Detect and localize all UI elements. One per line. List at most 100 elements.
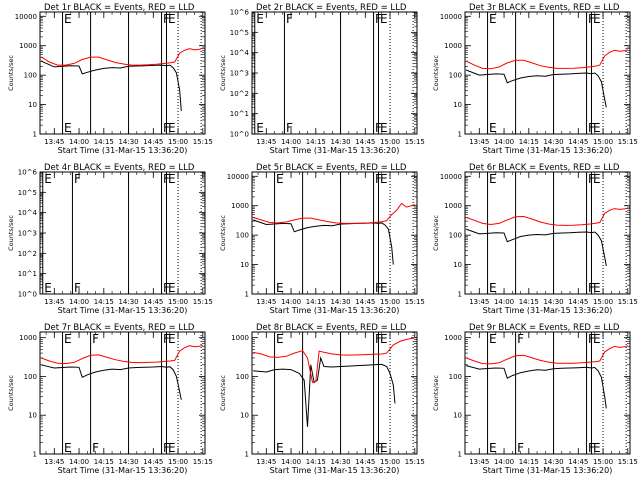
y-axis-label: Counts/sec	[219, 215, 227, 251]
y-axis-label: Counts/sec	[219, 375, 227, 411]
y-tick-label: 1000	[19, 334, 37, 342]
series-events	[465, 228, 607, 266]
x-axis-label: Start Time (31-Mar-15 13:36:20)	[483, 306, 613, 315]
marker-flag-top: E	[380, 172, 388, 186]
x-tick-label: 14:45	[568, 138, 588, 146]
y-axis-label: Counts/sec	[432, 215, 440, 251]
marker-flag-top: E	[64, 332, 72, 346]
series-lld	[40, 47, 203, 66]
y-tick-label: 1000	[444, 202, 462, 210]
x-tick-label: 13:45	[256, 298, 276, 306]
x-axis-label: Start Time (31-Mar-15 13:36:20)	[58, 466, 188, 475]
marker-flag-bottom: E	[44, 281, 52, 295]
detector-panel-5: Det 5r BLACK = Events, RED = LLD 1 10 100 10…	[219, 163, 425, 315]
y-axis-label: Counts/sec	[7, 215, 15, 251]
series-lld	[252, 337, 415, 384]
marker-flag-bottom: E	[489, 281, 497, 295]
marker-flag-top: E	[168, 12, 176, 26]
y-tick-label: 10	[453, 101, 462, 109]
x-axis-label: Start Time (31-Mar-15 13:36:20)	[58, 146, 188, 155]
marker-flag-bottom: E	[276, 281, 284, 295]
series-events	[252, 219, 394, 265]
marker-flag-top: E	[168, 172, 176, 186]
x-tick-label: 15:00	[168, 298, 188, 306]
detector-panel-3: Det 3r BLACK = Events, RED = LLD 1 10 100 10…	[432, 3, 638, 155]
series-lld	[40, 344, 203, 365]
marker-flag-top: E	[593, 12, 601, 26]
marker-flag-top: E	[489, 332, 497, 346]
x-tick-label: 14:45	[355, 138, 375, 146]
marker-flag-top: E	[168, 332, 176, 346]
marker-flag-bottom: E	[256, 121, 264, 135]
x-axis-label: Start Time (31-Mar-15 13:36:20)	[58, 306, 188, 315]
series-lld	[252, 202, 415, 224]
x-tick-label: 15:00	[380, 458, 400, 466]
x-tick-label: 15:00	[380, 138, 400, 146]
x-tick-label: 14:15	[519, 458, 539, 466]
detector-panel-8: Det 8r BLACK = Events, RED = LLD 1 10 100 10…	[219, 323, 425, 475]
x-tick-label: 14:45	[355, 298, 375, 306]
panel-title: Det 6r BLACK = Events, RED = LLD	[469, 163, 620, 173]
y-tick-label: 1	[33, 451, 37, 459]
series-events	[465, 365, 607, 409]
y-tick-label: 1	[458, 451, 462, 459]
y-tick-label: 1000	[19, 42, 37, 50]
y-tick-label: 10^2	[18, 250, 37, 258]
detector-panel-6: Det 6r BLACK = Events, RED = LLD 1 10 100 10…	[432, 163, 638, 315]
marker-flag-top: E	[276, 332, 284, 346]
plot-frame	[251, 11, 418, 135]
x-tick-label: 14:30	[543, 138, 563, 146]
y-tick-label: 10^6	[230, 9, 250, 17]
marker-flag-bottom: E	[380, 441, 388, 455]
x-tick-label: 13:45	[469, 298, 489, 306]
series-events	[465, 69, 607, 108]
y-tick-label: 100	[24, 72, 37, 80]
series-events	[40, 60, 182, 112]
y-tick-label: 100	[236, 232, 249, 240]
marker-flag-top: F	[517, 332, 524, 346]
x-tick-label: 13:45	[44, 458, 64, 466]
y-tick-label: 10^0	[18, 291, 37, 299]
x-tick-label: 14:00	[494, 298, 514, 306]
marker-flag-bottom: E	[380, 121, 388, 135]
series-events	[253, 355, 396, 427]
y-tick-label: 10^1	[18, 270, 37, 278]
plot-frame	[39, 171, 206, 295]
marker-flag-bottom: F	[92, 441, 99, 455]
x-axis-label: Start Time (31-Mar-15 13:36:20)	[270, 306, 400, 315]
y-tick-label: 1	[458, 131, 462, 139]
y-axis-label: Counts/sec	[432, 375, 440, 411]
marker-flag-bottom: E	[64, 121, 72, 135]
x-tick-label: 14:00	[494, 458, 514, 466]
panel-title: Det 4r BLACK = Events, RED = LLD	[44, 163, 195, 173]
marker-flag-top: E	[593, 332, 601, 346]
x-tick-label: 15:15	[618, 458, 638, 466]
marker-flag-bottom: E	[593, 281, 601, 295]
x-tick-label: 14:45	[568, 298, 588, 306]
marker-flag-bottom: E	[489, 441, 497, 455]
x-tick-label: 14:00	[281, 458, 301, 466]
y-tick-label: 1000	[231, 202, 249, 210]
y-tick-label: 10^3	[18, 230, 37, 238]
x-axis-label: Start Time (31-Mar-15 13:36:20)	[483, 146, 613, 155]
panel-title: Det 7r BLACK = Events, RED = LLD	[44, 323, 195, 333]
y-tick-label: 10	[453, 412, 462, 420]
x-tick-label: 14:00	[281, 138, 301, 146]
marker-flag-top: E	[489, 172, 497, 186]
x-tick-label: 14:30	[543, 458, 563, 466]
x-tick-label: 13:45	[256, 458, 276, 466]
y-tick-label: 100	[449, 72, 462, 80]
x-tick-label: 14:00	[494, 138, 514, 146]
y-axis-label: Counts/sec	[219, 55, 227, 91]
y-tick-label: 10^6	[18, 169, 38, 177]
y-tick-label: 1	[245, 451, 249, 459]
x-tick-label: 15:00	[380, 298, 400, 306]
x-tick-label: 13:45	[469, 458, 489, 466]
x-tick-label: 15:00	[593, 298, 613, 306]
marker-flag-bottom: E	[593, 441, 601, 455]
x-tick-label: 14:45	[143, 138, 163, 146]
x-tick-label: 14:15	[306, 458, 326, 466]
plot-frame	[464, 11, 631, 135]
marker-flag-bottom: E	[64, 441, 72, 455]
x-tick-label: 14:15	[306, 138, 326, 146]
